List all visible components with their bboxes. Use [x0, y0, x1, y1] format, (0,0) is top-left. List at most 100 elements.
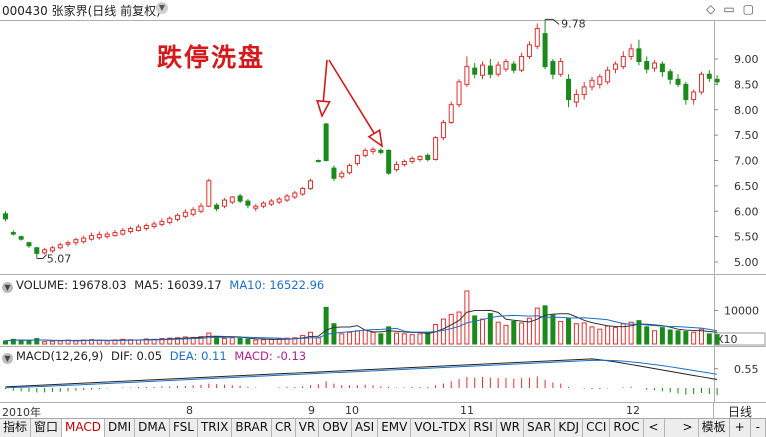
candle-body [550, 61, 556, 75]
chevron-down-icon[interactable]: ▼ [156, 2, 168, 14]
volume-unit: X10 [716, 333, 738, 346]
candle-body [401, 161, 407, 166]
chevron-down-icon[interactable]: ▼ [2, 282, 13, 293]
candle-body [417, 155, 423, 160]
tab-brar[interactable]: BRAR [232, 419, 273, 437]
tab-obv[interactable]: OBV [319, 419, 352, 437]
tab-dma[interactable]: DMA [135, 419, 170, 437]
candle-body [503, 61, 509, 70]
candle-body [698, 73, 704, 93]
tab-wr[interactable]: WR [497, 419, 525, 437]
candle-body [323, 123, 329, 161]
tab-sar[interactable]: SAR [524, 419, 556, 437]
volume-bar [42, 341, 48, 345]
template-button[interactable]: 模板 [699, 419, 730, 437]
candle-body [18, 236, 24, 240]
tab-window[interactable]: 窗口 [31, 419, 63, 437]
tab-kdj[interactable]: KDJ [555, 419, 584, 437]
candle-body [386, 149, 392, 174]
volume-bar [644, 326, 650, 345]
volume-bar [409, 334, 415, 345]
zoom-out-button[interactable]: - [751, 419, 766, 437]
arrow-head [315, 99, 331, 119]
volume-bar [34, 338, 40, 345]
candle-body [42, 249, 48, 254]
tab-emv[interactable]: EMV [378, 419, 412, 437]
volume-bar [526, 317, 532, 345]
candle-body [433, 137, 439, 160]
high-marker [545, 18, 560, 25]
tab-asi[interactable]: ASI [352, 419, 379, 437]
tab-trix[interactable]: TRIX [198, 419, 233, 437]
volume-bar [347, 331, 353, 345]
indicator-tab-bar: 指标 窗口 MACD DMI DMA FSL TRIX BRAR CR VR O… [0, 418, 766, 437]
candle-body [229, 196, 235, 203]
volume-bar [221, 338, 227, 345]
tab-vol-tdx[interactable]: VOL-TDX [411, 419, 471, 437]
candle-body [644, 61, 650, 70]
tabs-scroll-right[interactable]: > [678, 419, 699, 437]
kline-chart[interactable]: 9.00 8.50 8.00 7.50 7.00 6.50 6.00 5.50 5.00 9.78… [0, 0, 766, 402]
candle-body [253, 205, 259, 209]
volume-bar [589, 326, 595, 345]
tab-vr[interactable]: VR [296, 419, 320, 437]
window-controls[interactable]: ◇▭▢ [706, 2, 762, 16]
candle-body [440, 121, 446, 139]
maximize-icon[interactable]: ▢ [742, 2, 762, 16]
candle-body [378, 149, 384, 153]
candle-body [409, 157, 415, 163]
volume-bar [198, 336, 204, 345]
volume-bar [120, 338, 126, 345]
period-selector[interactable]: 日线 [713, 403, 766, 419]
volume-bar [456, 311, 462, 345]
date-label: 9 [308, 404, 315, 417]
tab-indicator[interactable]: 指标 [0, 419, 32, 437]
tab-roc[interactable]: ROC [610, 419, 644, 437]
volume-tick-label: 10000 [724, 304, 759, 317]
volume-bar [394, 332, 399, 345]
tab-cci[interactable]: CCI [583, 419, 611, 437]
volume-bar [417, 333, 423, 345]
volume-bar [487, 313, 493, 345]
chart-header: 000430 张家界(日线 前复权) ▼ ◇▭▢ [0, 0, 766, 20]
candle-body [597, 76, 603, 85]
zoom-in-button[interactable]: + [730, 419, 751, 437]
volume-bar [652, 330, 658, 345]
candle-body [245, 200, 251, 206]
chevron-down-icon[interactable]: ▼ [2, 353, 13, 364]
tab-rsi[interactable]: RSI [470, 419, 497, 437]
tab-cr[interactable]: CR [272, 419, 296, 437]
y-tick-label: 8.00 [734, 104, 759, 117]
candle-body [370, 148, 376, 152]
candle-body [89, 235, 95, 240]
macd-dif-line [5, 358, 718, 388]
tabs-scroll-left[interactable]: < [644, 419, 665, 437]
diamond-icon[interactable]: ◇ [706, 2, 724, 16]
y-tick-label: 6.00 [734, 205, 759, 218]
volume-bar [425, 331, 431, 345]
date-label: 11 [460, 404, 474, 417]
macd-dif: DIF: 0.05 [111, 349, 163, 363]
tab-fsl[interactable]: FSL [170, 419, 198, 437]
tab-dmi[interactable]: DMI [105, 419, 136, 437]
candle-body [300, 187, 306, 195]
volume-bar [261, 339, 267, 345]
volume-bar [104, 340, 110, 345]
tab-macd[interactable]: MACD [62, 419, 106, 437]
candle-body [448, 104, 454, 123]
volume-bar [519, 322, 525, 345]
low-marker [36, 254, 48, 259]
candle-body [706, 73, 712, 79]
volume-bar [292, 337, 298, 345]
candle-body [81, 237, 87, 243]
candle-body [566, 78, 572, 101]
minimize-icon[interactable]: ▭ [723, 2, 743, 16]
candle-body [167, 217, 173, 223]
volume-bar [558, 320, 564, 345]
candle-body [519, 55, 525, 71]
candle-body [49, 247, 55, 252]
volume-bar [159, 338, 165, 345]
candle-body [347, 165, 353, 174]
volume-bar [18, 339, 24, 345]
candle-body [237, 195, 243, 202]
